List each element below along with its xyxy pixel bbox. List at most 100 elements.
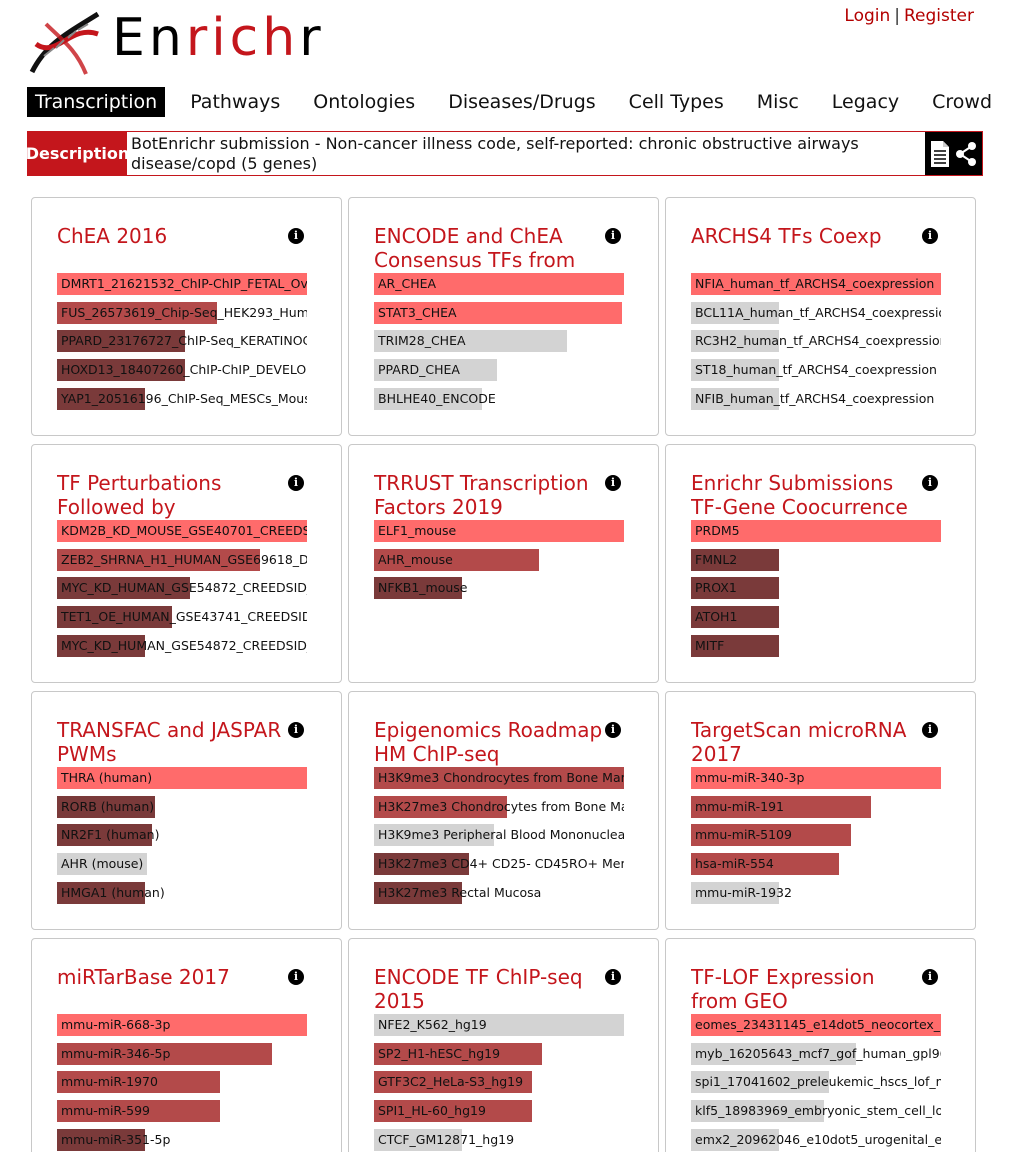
- library-title[interactable]: TargetScan microRNA 2017: [691, 718, 907, 766]
- info-icon[interactable]: i: [922, 969, 938, 985]
- info-icon[interactable]: i: [288, 475, 304, 491]
- enrichment-bar[interactable]: mmu-miR-1970: [57, 1071, 307, 1094]
- document-icon[interactable]: [930, 140, 950, 168]
- enrichment-bar[interactable]: SPI1_HL-60_hg19: [374, 1100, 624, 1123]
- enrichment-bar[interactable]: MYC_KD_HUMAN_GSE54872_CREEDSID_GENE_2037…: [57, 634, 307, 657]
- library-title[interactable]: Enrichr Submissions TF-Gene Coocurrence: [691, 471, 908, 519]
- enrichment-bar[interactable]: MYC_KD_HUMAN_GSE54872_CREEDSID_GENE_2034…: [57, 577, 307, 600]
- enrichment-bar[interactable]: ZEB2_SHRNA_H1_HUMAN_GSE69618_DAY6_DOWN: [57, 548, 307, 571]
- enrichment-bar[interactable]: H3K27me3 CD4+ CD25- CD45RO+ Memory Prima…: [374, 853, 624, 876]
- enrichment-bar[interactable]: HMGA1 (human): [57, 881, 307, 904]
- enrichment-bar[interactable]: mmu-miR-5109: [691, 824, 941, 847]
- library-title[interactable]: Epigenomics Roadmap HM ChIP-seq: [374, 718, 603, 766]
- enrichment-bar[interactable]: TRIM28_CHEA: [374, 330, 624, 353]
- enrichment-bar[interactable]: PPARD_CHEA: [374, 359, 624, 382]
- enrichment-bar[interactable]: myb_16205643_mcf7_gof_human_gpl96_gse338…: [691, 1042, 941, 1065]
- tab-pathways[interactable]: Pathways: [190, 91, 281, 113]
- enrichment-bar[interactable]: CTCF_GM12871_hg19: [374, 1128, 624, 1151]
- enrichment-bar[interactable]: ATOH1: [691, 606, 941, 629]
- enrichment-bar[interactable]: mmu-miR-351-5p: [57, 1128, 307, 1151]
- library-title[interactable]: TRANSFAC and JASPAR PWMs: [57, 718, 282, 766]
- library-title[interactable]: ENCODE TF ChIP-seq 2015: [374, 965, 583, 1013]
- tab-crowd[interactable]: Crowd: [932, 91, 993, 113]
- enrichment-bar[interactable]: eomes_23431145_e14dot5_neocortex_lof_mou…: [691, 1014, 941, 1036]
- enrichment-bar[interactable]: H3K9me3 Peripheral Blood Mononuclear Pri…: [374, 824, 624, 847]
- enrichment-bar[interactable]: H3K9me3 Chondrocytes from Bone Marrow De…: [374, 767, 624, 789]
- bar-fill: [57, 795, 155, 818]
- enrichment-bar[interactable]: spi1_17041602_preleukemic_hscs_lof_mouse…: [691, 1071, 941, 1094]
- info-icon[interactable]: i: [605, 475, 621, 491]
- enrichment-bar[interactable]: NFE2_K562_hg19: [374, 1014, 624, 1036]
- login-link[interactable]: Login: [844, 6, 891, 26]
- enrichment-bar[interactable]: TET1_OE_HUMAN_GSE43741_CREEDSID_GENE_173…: [57, 606, 307, 629]
- enrichment-bar[interactable]: H3K27me3 Rectal Mucosa: [374, 881, 624, 904]
- enrichment-bar[interactable]: MITF: [691, 634, 941, 657]
- info-icon[interactable]: i: [288, 228, 304, 244]
- enrichment-bar[interactable]: FMNL2: [691, 548, 941, 571]
- enrichment-bar[interactable]: mmu-miR-1932: [691, 881, 941, 904]
- app-name: Enrichr: [112, 8, 325, 68]
- enrichment-bar[interactable]: emx2_20962046_e10dot5_urogenital_epithel…: [691, 1128, 941, 1151]
- enrichment-bar[interactable]: FUS_26573619_Chip-Seq_HEK293_Human: [57, 301, 307, 324]
- enrichment-bar[interactable]: mmu-miR-668-3p: [57, 1014, 307, 1036]
- enrichment-bar[interactable]: mmu-miR-191: [691, 795, 941, 818]
- info-icon[interactable]: i: [288, 969, 304, 985]
- enrichment-bar[interactable]: AHR_mouse: [374, 548, 624, 571]
- enrichment-bar[interactable]: AHR (mouse): [57, 853, 307, 876]
- library-title[interactable]: TF-LOF Expression from GEO: [691, 965, 875, 1013]
- enrichment-bar[interactable]: DMRT1_21621532_ChIP-ChIP_FETAL_Ovary: [57, 273, 307, 295]
- enrichment-bar[interactable]: KDM2B_KD_MOUSE_GSE40701_CREEDSID_GENE_23…: [57, 520, 307, 542]
- enrichment-bar[interactable]: RORB (human): [57, 795, 307, 818]
- tab-cell-types[interactable]: Cell Types: [628, 91, 724, 113]
- info-icon[interactable]: i: [605, 228, 621, 244]
- enrichment-bar[interactable]: PRDM5: [691, 520, 941, 542]
- enrichment-bar[interactable]: THRA (human): [57, 767, 307, 789]
- enrichment-bar[interactable]: BHLHE40_ENCODE: [374, 387, 624, 410]
- enrichment-bar[interactable]: ST18_human_tf_ARCHS4_coexpression: [691, 359, 941, 382]
- info-icon[interactable]: i: [922, 722, 938, 738]
- bar-label: HMGA1 (human): [61, 884, 165, 900]
- library-title[interactable]: TF Perturbations Followed by Expression: [57, 471, 222, 519]
- enrichment-bar[interactable]: NR2F1 (human): [57, 824, 307, 847]
- tab-transcription[interactable]: Transcription: [27, 87, 166, 117]
- enrichment-bar[interactable]: PPARD_23176727_ChIP-Seq_KERATINOCYTES_Mo…: [57, 330, 307, 353]
- tab-diseases-drugs[interactable]: Diseases/Drugs: [448, 91, 596, 113]
- tab-misc[interactable]: Misc: [756, 91, 799, 113]
- tab-legacy[interactable]: Legacy: [831, 91, 900, 113]
- info-icon[interactable]: i: [922, 475, 938, 491]
- enrichment-bar[interactable]: YAP1_20516196_ChIP-Seq_MESCs_Mouse: [57, 387, 307, 410]
- library-title[interactable]: ENCODE and ChEA Consensus TFs from ChIP-…: [374, 224, 576, 272]
- bar-fill: [691, 330, 779, 353]
- enrichment-bar[interactable]: RC3H2_human_tf_ARCHS4_coexpression: [691, 330, 941, 353]
- enrichment-bar[interactable]: BCL11A_human_tf_ARCHS4_coexpression: [691, 301, 941, 324]
- share-icon[interactable]: [954, 141, 978, 167]
- info-icon[interactable]: i: [605, 722, 621, 738]
- enrichment-bar[interactable]: AR_CHEA: [374, 273, 624, 295]
- enrichment-bar[interactable]: mmu-miR-346-5p: [57, 1042, 307, 1065]
- enrichment-bar[interactable]: NFIB_human_tf_ARCHS4_coexpression: [691, 387, 941, 410]
- enrichment-bar[interactable]: NFKB1_mouse: [374, 577, 624, 600]
- enrichment-bar[interactable]: klf5_18983969_embryonic_stem_cell_lof_mo…: [691, 1100, 941, 1123]
- bar-fill: [691, 548, 779, 571]
- library-title[interactable]: ChEA 2016: [57, 224, 168, 248]
- enrichment-bar[interactable]: PROX1: [691, 577, 941, 600]
- library-title[interactable]: ARCHS4 TFs Coexp: [691, 224, 882, 248]
- tab-ontologies[interactable]: Ontologies: [313, 91, 416, 113]
- library-title[interactable]: miRTarBase 2017: [57, 965, 230, 989]
- enrichr-logo[interactable]: Enrichr: [26, 4, 326, 78]
- enrichment-bar[interactable]: hsa-miR-554: [691, 853, 941, 876]
- register-link[interactable]: Register: [904, 6, 974, 26]
- enrichment-bar[interactable]: mmu-miR-599: [57, 1100, 307, 1123]
- enrichment-bar[interactable]: mmu-miR-340-3p: [691, 767, 941, 789]
- info-icon[interactable]: i: [922, 228, 938, 244]
- enrichment-bar[interactable]: SP2_H1-hESC_hg19: [374, 1042, 624, 1065]
- enrichment-bar[interactable]: ELF1_mouse: [374, 520, 624, 542]
- enrichment-bar[interactable]: STAT3_CHEA: [374, 301, 624, 324]
- info-icon[interactable]: i: [288, 722, 304, 738]
- info-icon[interactable]: i: [605, 969, 621, 985]
- enrichment-bar[interactable]: H3K27me3 Chondrocytes from Bone Marrow D…: [374, 795, 624, 818]
- enrichment-bar[interactable]: NFIA_human_tf_ARCHS4_coexpression: [691, 273, 941, 295]
- library-title[interactable]: TRRUST Transcription Factors 2019: [374, 471, 589, 519]
- enrichment-bar[interactable]: HOXD13_18407260_ChIP-ChIP_DEVELOPING_LIM…: [57, 359, 307, 382]
- enrichment-bar[interactable]: GTF3C2_HeLa-S3_hg19: [374, 1071, 624, 1094]
